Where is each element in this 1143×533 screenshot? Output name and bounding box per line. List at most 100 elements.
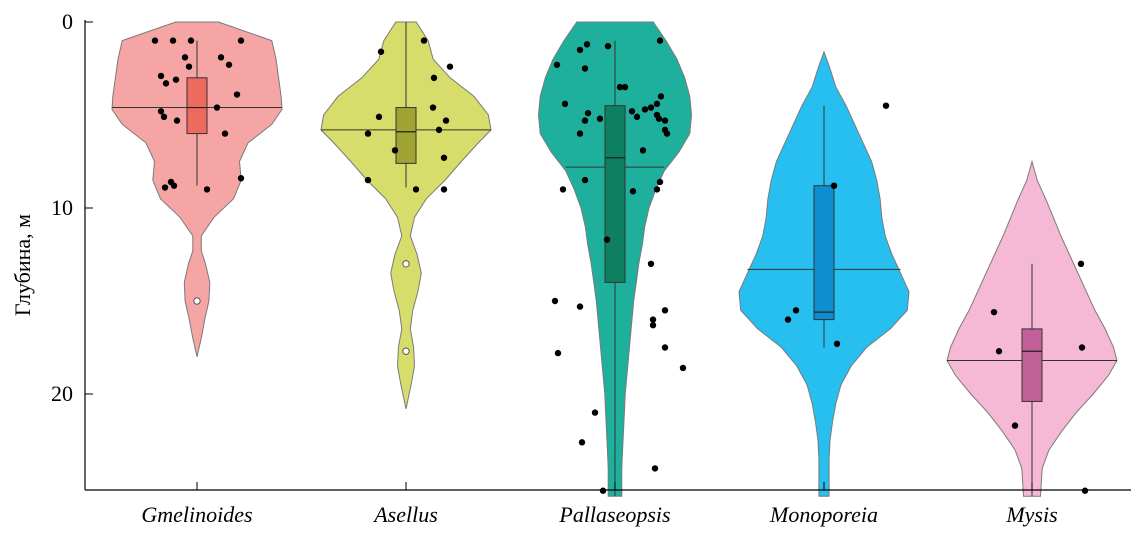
data-point [161,184,169,191]
data-point [160,113,168,121]
data-point [830,182,838,189]
data-point [553,61,561,68]
data-point [435,126,443,134]
data-point [170,182,178,189]
box-iqr [1021,328,1043,402]
data-point [661,117,669,124]
data-point [995,348,1003,355]
data-point [364,176,372,184]
data-point [591,409,599,416]
data-point [551,297,559,305]
data-point [653,186,661,193]
data-point [377,48,385,55]
violin-group-gmelinoides [111,21,283,357]
data-point [181,54,189,61]
y-tick-label: 20 [51,381,73,406]
data-point [581,176,589,184]
data-point [233,91,241,98]
data-point [657,93,665,100]
data-point [651,465,659,472]
data-point [429,104,437,111]
data-point [440,154,448,161]
outlier-point [402,260,410,268]
data-point [679,364,687,372]
data-point [187,37,195,44]
data-point [647,260,655,267]
box-iqr [604,105,626,283]
data-point [583,41,591,48]
data-point [661,307,669,314]
x-tick-label: Monoporeia [769,502,878,527]
data-point [440,186,448,193]
data-point [442,117,450,124]
violin-group-asellus [320,21,492,410]
data-point [641,106,649,113]
data-point [656,37,664,44]
data-point [157,108,165,115]
data-point [833,340,841,347]
data-point [792,307,800,314]
data-point [217,54,225,61]
data-point [649,321,657,329]
data-point [1077,260,1085,267]
data-point [1081,487,1089,494]
data-point [1078,344,1086,351]
data-point [225,61,233,68]
data-point [237,175,245,182]
y-axis-title: Глубина, м [10,214,35,316]
data-point [364,130,372,137]
data-point [784,316,792,323]
data-point [628,108,636,115]
data-point [629,188,637,195]
data-point [237,37,245,44]
data-point [151,37,159,44]
outlier-point [402,347,410,355]
data-point [653,100,661,108]
data-point [649,316,657,323]
box-iqr [395,107,417,164]
data-point [561,100,569,108]
data-point [1011,422,1019,429]
data-point [420,37,428,44]
data-point [576,303,584,310]
data-point [173,117,181,124]
data-point [172,76,180,83]
box-iqr [813,185,835,321]
data-point [661,344,669,351]
x-tick-label: Mysis [1005,502,1057,527]
data-point [882,102,890,109]
data-point [584,109,592,117]
data-point [157,72,165,80]
plot-area [111,21,1118,497]
data-point [581,65,589,72]
data-point [559,186,567,193]
data-point [639,147,647,154]
data-point [581,117,589,124]
data-point [391,147,399,154]
data-point [169,37,177,44]
data-point [621,83,629,91]
data-point [604,42,612,50]
data-point [185,63,193,70]
data-point [554,349,562,357]
data-point [655,115,663,122]
data-point [647,104,655,111]
data-point [990,308,998,316]
violin-shape [111,21,283,357]
data-point [663,130,671,137]
data-point [633,113,641,121]
data-point [375,113,383,121]
data-point [656,178,664,186]
violin-group-mysis [946,159,1118,497]
data-point [578,439,586,446]
data-point [616,83,624,91]
data-point [599,487,607,494]
data-point [603,236,611,243]
data-point [221,130,229,137]
outlier-point [193,297,201,305]
data-point [446,63,454,70]
axes: 0 10 20 Gmelinoides Asellus Pallaseopsis Monop… [51,9,1131,527]
data-point [213,104,221,111]
data-point [596,115,604,122]
